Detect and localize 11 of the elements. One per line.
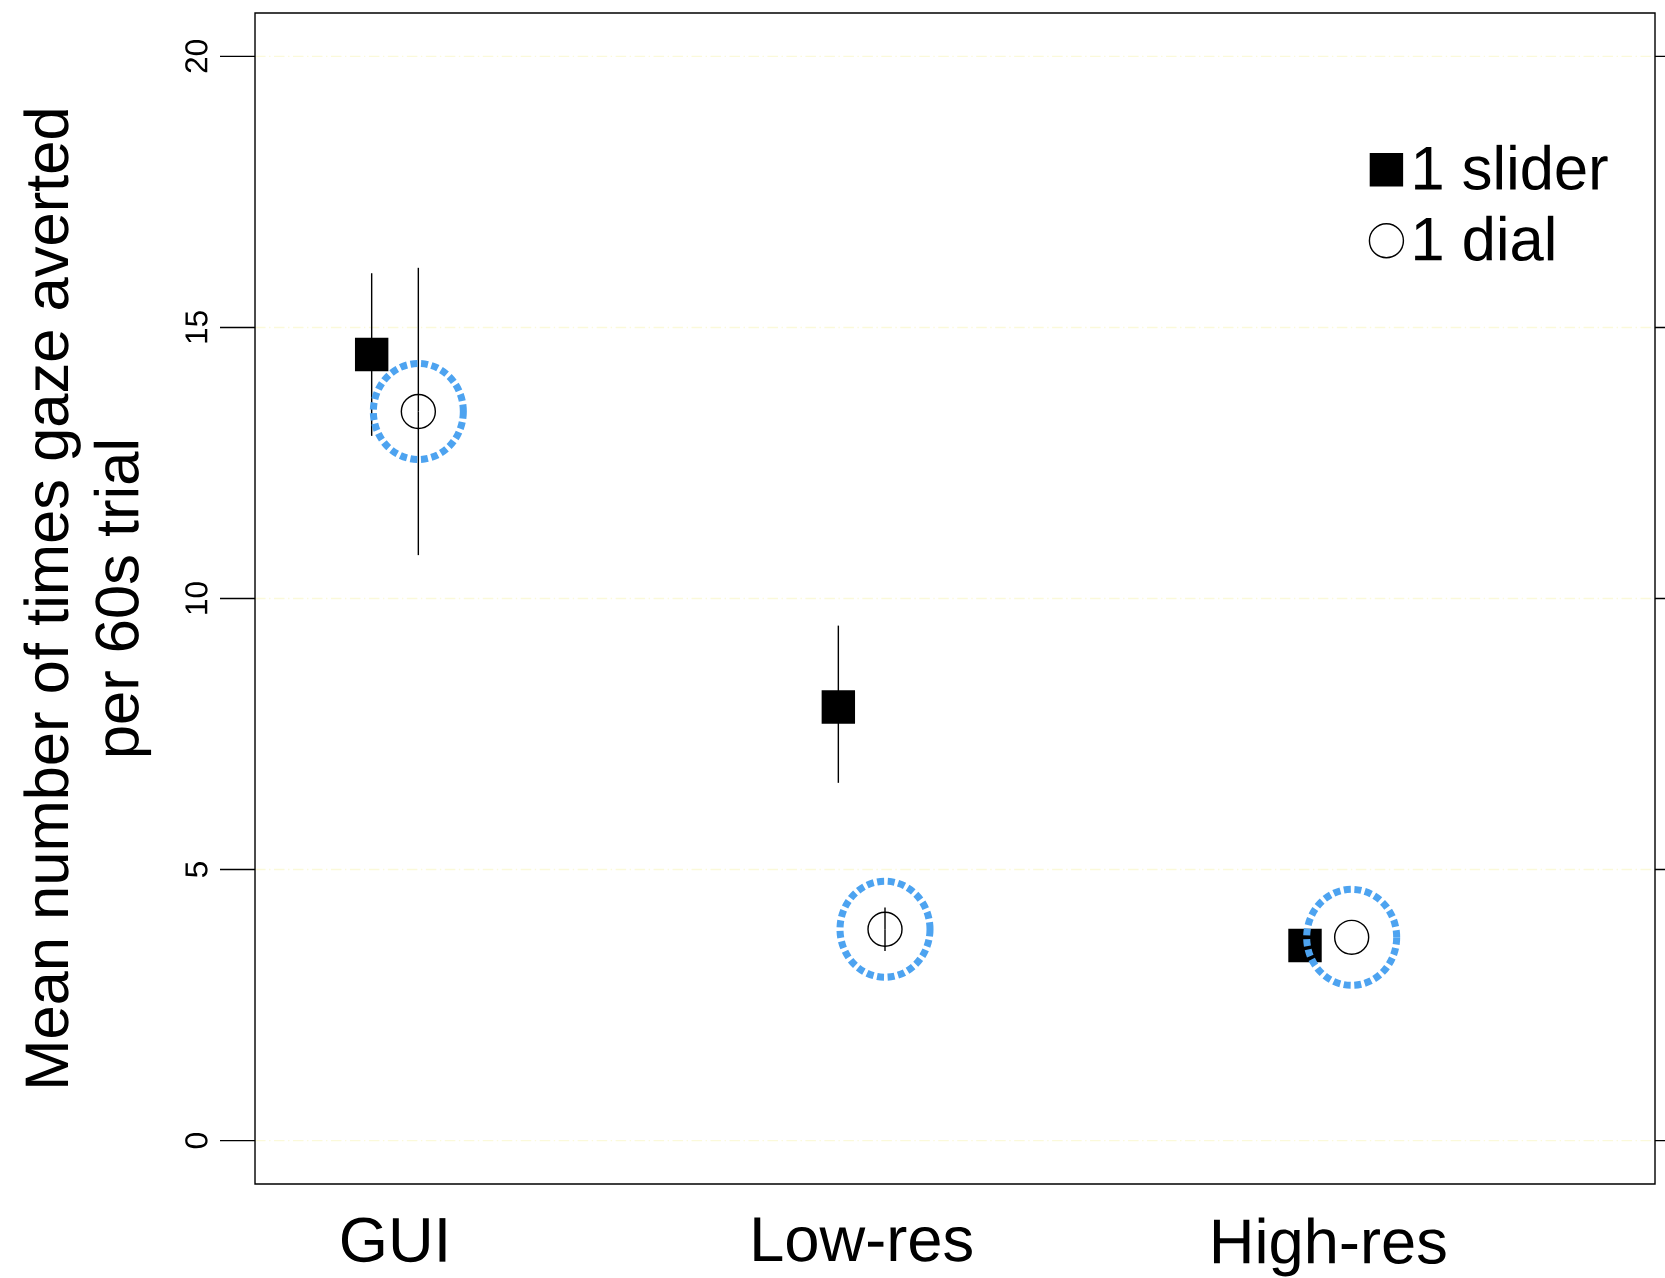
y-tick-label: 5 xyxy=(185,862,208,878)
x-tick-label: High-res xyxy=(1213,1217,1446,1277)
y-tick-label: 15 xyxy=(185,311,208,343)
x-tick-label: GUI xyxy=(341,1217,446,1263)
x-tick-label: Low-res xyxy=(754,1217,972,1262)
y-tick-label: 0 xyxy=(185,1133,208,1149)
y-tick-label: 20 xyxy=(185,40,208,73)
legend-label: 1 slider xyxy=(1415,144,1608,191)
y-axis-title: Mean number of times gaze averted per 60s trial xyxy=(23,110,152,1086)
legend-label: 1 dial xyxy=(1415,215,1554,261)
y-tick-label: 10 xyxy=(185,582,208,614)
